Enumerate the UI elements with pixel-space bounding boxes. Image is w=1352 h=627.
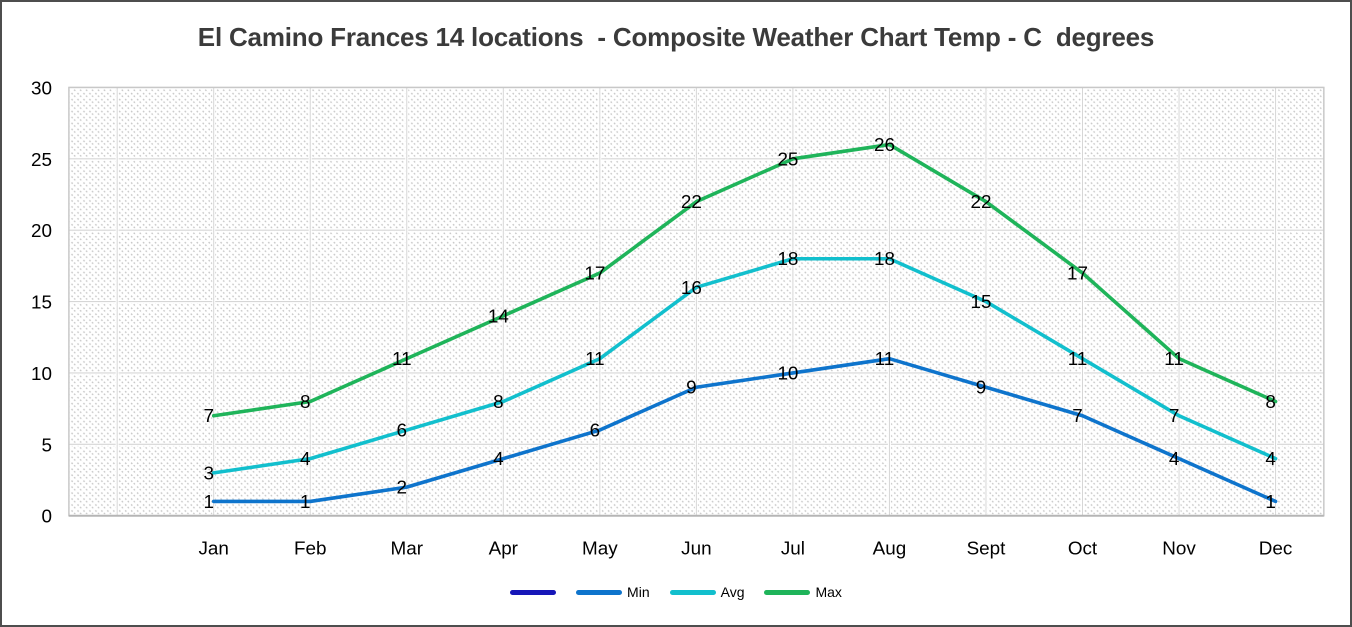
data-label: 6 <box>590 420 601 441</box>
data-label: 15 <box>971 291 992 312</box>
legend-label-min: Min <box>627 584 650 600</box>
data-label: 26 <box>874 134 895 155</box>
data-label: 18 <box>777 248 798 269</box>
series-line-max <box>211 142 1278 418</box>
data-label: 16 <box>681 277 702 298</box>
data-label: 7 <box>1169 405 1180 426</box>
data-label: 18 <box>874 248 895 269</box>
data-label: 17 <box>1067 262 1088 283</box>
x-axis-category-label: Jul <box>781 537 805 558</box>
x-axis-category-label: Feb <box>294 537 327 558</box>
data-label: 22 <box>971 191 992 212</box>
data-label: 22 <box>681 191 702 212</box>
data-labels-max: 7 8 11 14 17 22 25 26 22 17 11 8 <box>203 134 1275 426</box>
data-label: 10 <box>777 362 798 383</box>
data-label: 9 <box>686 377 697 398</box>
y-axis-tick-label: 15 <box>31 292 52 313</box>
legend-item-avg: Avg <box>669 584 745 600</box>
data-label: 1 <box>1265 491 1275 512</box>
data-label: 4 <box>493 448 504 469</box>
data-label: 11 <box>585 348 605 369</box>
legend-item-max: Max <box>764 584 842 600</box>
x-axis-category-label: Aug <box>873 537 907 558</box>
data-label: 11 <box>1068 348 1088 369</box>
data-label: 11 <box>1164 348 1184 369</box>
legend-label-avg: Avg <box>720 584 745 600</box>
data-label: 9 <box>976 377 987 398</box>
data-label: 8 <box>300 391 311 412</box>
x-axis-category-label: Jan <box>198 537 228 558</box>
data-label: 25 <box>777 148 798 169</box>
y-axis-tick-label: 10 <box>31 363 52 384</box>
data-label: 1 <box>300 491 311 512</box>
data-label: 6 <box>397 420 408 441</box>
legend-swatch-max <box>764 589 811 595</box>
data-label: 8 <box>1265 391 1275 412</box>
legend-item-blank <box>510 589 557 595</box>
x-axis-category-label: Mar <box>391 537 423 558</box>
data-label: 4 <box>300 448 311 469</box>
x-axis-category-label: Jun <box>681 537 711 558</box>
x-axis-category-label: Apr <box>489 537 518 558</box>
x-axis-category-label: Nov <box>1162 537 1196 558</box>
legend-swatch-avg <box>669 589 716 595</box>
series-line-min <box>211 356 1278 504</box>
data-label: 4 <box>1169 448 1180 469</box>
legend-swatch-blank <box>510 589 557 595</box>
series-line-avg <box>211 256 1278 475</box>
x-axis-category-label: Dec <box>1259 537 1293 558</box>
data-label: 14 <box>488 305 509 326</box>
x-axis-category-label: Oct <box>1068 537 1098 558</box>
y-axis-tick-label: 30 <box>31 77 52 98</box>
x-axis-category-label: May <box>582 537 618 558</box>
x-axis-category-label: Sept <box>967 537 1007 558</box>
data-label: 7 <box>1072 405 1083 426</box>
y-axis: 0 5 10 15 20 25 30 <box>31 77 52 526</box>
data-label: 4 <box>1265 448 1275 469</box>
y-axis-tick-label: 25 <box>31 149 52 170</box>
y-axis-tick-label: 5 <box>42 434 53 455</box>
data-label: 11 <box>875 348 895 369</box>
y-axis-tick-label: 0 <box>42 506 53 527</box>
data-label: 8 <box>493 391 504 412</box>
y-axis-tick-label: 20 <box>31 220 52 241</box>
data-label: 7 <box>203 405 214 426</box>
data-label: 1 <box>203 491 214 512</box>
legend-item-min: Min <box>576 585 650 599</box>
x-axis: Jan Feb Mar Apr May Jun Jul Aug Sept Oct Nov Dec <box>198 537 1292 558</box>
data-label: 11 <box>392 348 412 369</box>
data-labels-avg: 3 4 6 8 11 16 18 18 15 11 7 4 <box>203 248 1275 483</box>
data-label: 17 <box>584 262 605 283</box>
legend-swatch-min <box>576 589 623 595</box>
chart-legend: Min Avg Max <box>2 585 1350 599</box>
data-label: 3 <box>203 462 214 483</box>
legend-label-max: Max <box>815 584 842 600</box>
chart-title: El Camino Frances 14 locations - Composi… <box>197 22 1155 52</box>
data-label: 2 <box>397 477 408 498</box>
